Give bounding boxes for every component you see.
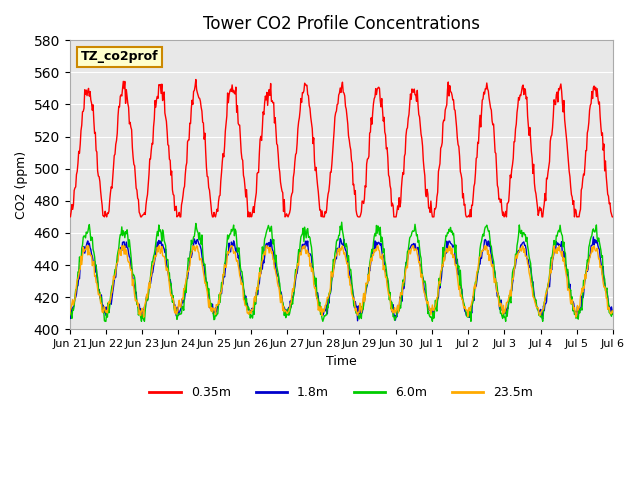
Legend: 0.35m, 1.8m, 6.0m, 23.5m: 0.35m, 1.8m, 6.0m, 23.5m <box>145 381 538 404</box>
Y-axis label: CO2 (ppm): CO2 (ppm) <box>15 151 28 219</box>
Text: TZ_co2prof: TZ_co2prof <box>81 50 158 63</box>
X-axis label: Time: Time <box>326 355 356 368</box>
Title: Tower CO2 Profile Concentrations: Tower CO2 Profile Concentrations <box>203 15 480 33</box>
